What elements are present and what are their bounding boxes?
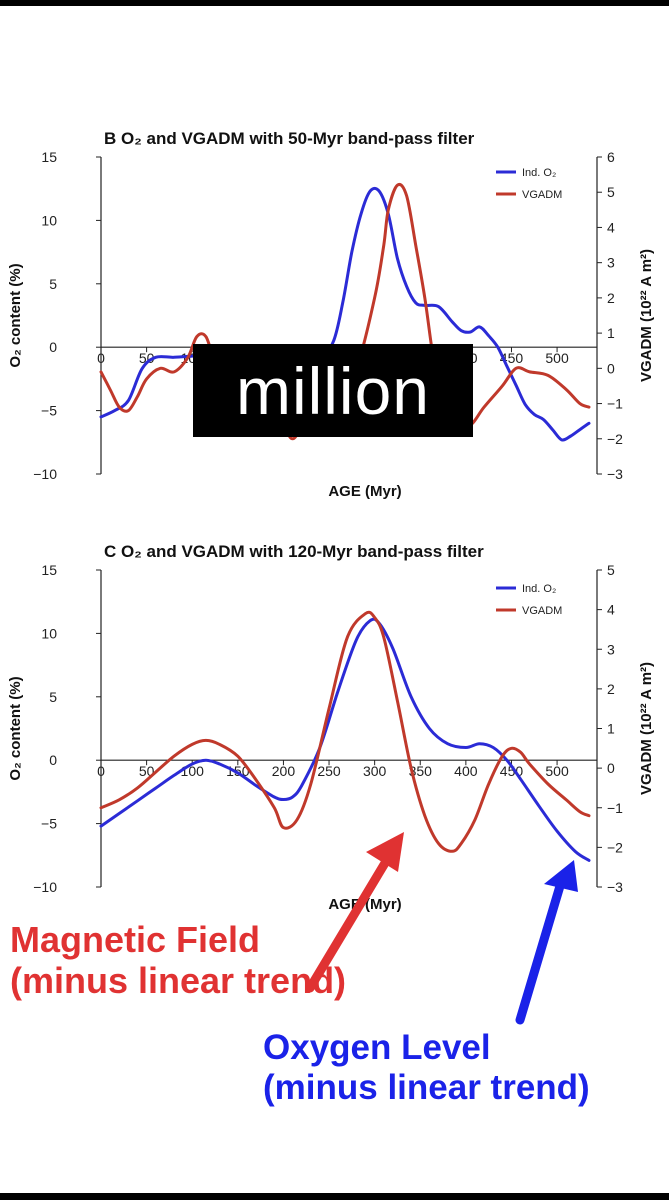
right-tick-label: 5	[607, 184, 615, 200]
right-tick-label: 3	[607, 641, 615, 657]
right-tick-label: −1	[607, 396, 623, 412]
left-tick-label: −10	[33, 466, 57, 482]
right-tick-label: 3	[607, 255, 615, 271]
right-tick-label: 2	[607, 290, 615, 306]
x-tick-label: 0	[97, 763, 105, 779]
left-tick-label: 0	[49, 752, 57, 768]
title-text: O₂ and VGADM with 120-Myr band-pass filt…	[121, 542, 484, 561]
legend-label-vgadm: VGADM	[522, 605, 562, 617]
magnetic-field-annotation: Magnetic Field (minus linear trend)	[10, 919, 346, 1002]
right-tick-label: −3	[607, 466, 623, 482]
x-tick-label: 400	[454, 763, 478, 779]
right-tick-label: 2	[607, 681, 615, 697]
panel-c-chart: C O₂ and VGADM with 120-Myr band-pass fi…	[7, 542, 655, 913]
magnetic-field-subtitle: (minus linear trend)	[10, 960, 347, 1002]
right-y-axis-label: VGADM (10²² A m²)	[638, 662, 655, 795]
panel-letter: B	[104, 129, 121, 148]
right-tick-label: 0	[607, 360, 615, 376]
legend-label-ind-o: Ind. O₂	[522, 583, 556, 595]
top-border	[0, 0, 669, 6]
x-axis-label: AGE (Myr)	[328, 483, 401, 500]
right-tick-label: −2	[607, 839, 623, 855]
panel-b-chart: B O₂ and VGADM with 50-Myr band-pass fil…	[7, 129, 655, 500]
caption-text: million	[235, 353, 431, 428]
right-tick-label: −2	[607, 431, 623, 447]
oxygen-level-title: Oxygen Level	[263, 1028, 491, 1067]
x-tick-label: 300	[363, 763, 387, 779]
left-tick-label: 5	[49, 689, 57, 705]
left-tick-label: −10	[33, 879, 57, 895]
x-tick-label: 250	[317, 763, 341, 779]
left-tick-label: −5	[41, 403, 57, 419]
left-tick-label: 5	[49, 276, 57, 292]
magnetic-field-title: Magnetic Field	[10, 919, 261, 960]
legend-label-vgadm: VGADM	[522, 189, 562, 201]
x-tick-label: 350	[409, 763, 433, 779]
series-line-vgadm	[99, 610, 591, 853]
title-text: O₂ and VGADM with 50-Myr band-pass filte…	[121, 129, 475, 148]
left-tick-label: 0	[49, 339, 57, 355]
right-y-axis-label: VGADM (10²² A m²)	[638, 249, 655, 382]
caption-overlay: million	[193, 344, 473, 437]
right-tick-label: 0	[607, 760, 615, 776]
right-tick-label: 5	[607, 562, 615, 578]
x-tick-label: 50	[139, 350, 155, 366]
blue-arrow-head	[544, 860, 578, 892]
left-tick-label: −5	[41, 816, 57, 832]
left-y-axis-label: O₂ content (%)	[7, 263, 24, 367]
oxygen-level-subtitle: (minus linear trend)	[263, 1068, 590, 1108]
red-arrow-shaft	[305, 853, 393, 993]
chart-title: C O₂ and VGADM with 120-Myr band-pass fi…	[104, 542, 484, 561]
x-tick-label: 500	[545, 763, 569, 779]
x-tick-label: 200	[272, 763, 296, 779]
x-tick-label: 0	[97, 350, 105, 366]
panel-letter: C	[104, 542, 121, 561]
right-tick-label: −3	[607, 879, 623, 895]
right-tick-label: 4	[607, 602, 615, 618]
right-tick-label: 6	[607, 149, 615, 165]
left-y-axis-label: O₂ content (%)	[7, 676, 24, 780]
red-arrow-head	[366, 832, 404, 872]
x-tick-label: 500	[545, 350, 569, 366]
annotation-arrows	[305, 832, 578, 1025]
right-tick-label: 4	[607, 219, 615, 235]
legend-label-ind-o: Ind. O₂	[522, 167, 556, 179]
left-tick-label: 10	[41, 212, 57, 228]
left-tick-label: 15	[41, 149, 57, 165]
left-tick-label: 15	[41, 562, 57, 578]
right-tick-label: 1	[607, 721, 615, 737]
blue-arrow-shaft	[515, 881, 565, 1025]
bottom-border	[0, 1193, 669, 1200]
left-tick-label: 10	[41, 625, 57, 641]
right-tick-label: 1	[607, 325, 615, 341]
oxygen-level-annotation: Oxygen Level (minus linear trend)	[263, 1028, 590, 1109]
right-tick-label: −1	[607, 800, 623, 816]
series-line-ind-o	[99, 617, 591, 862]
chart-title: B O₂ and VGADM with 50-Myr band-pass fil…	[104, 129, 475, 148]
